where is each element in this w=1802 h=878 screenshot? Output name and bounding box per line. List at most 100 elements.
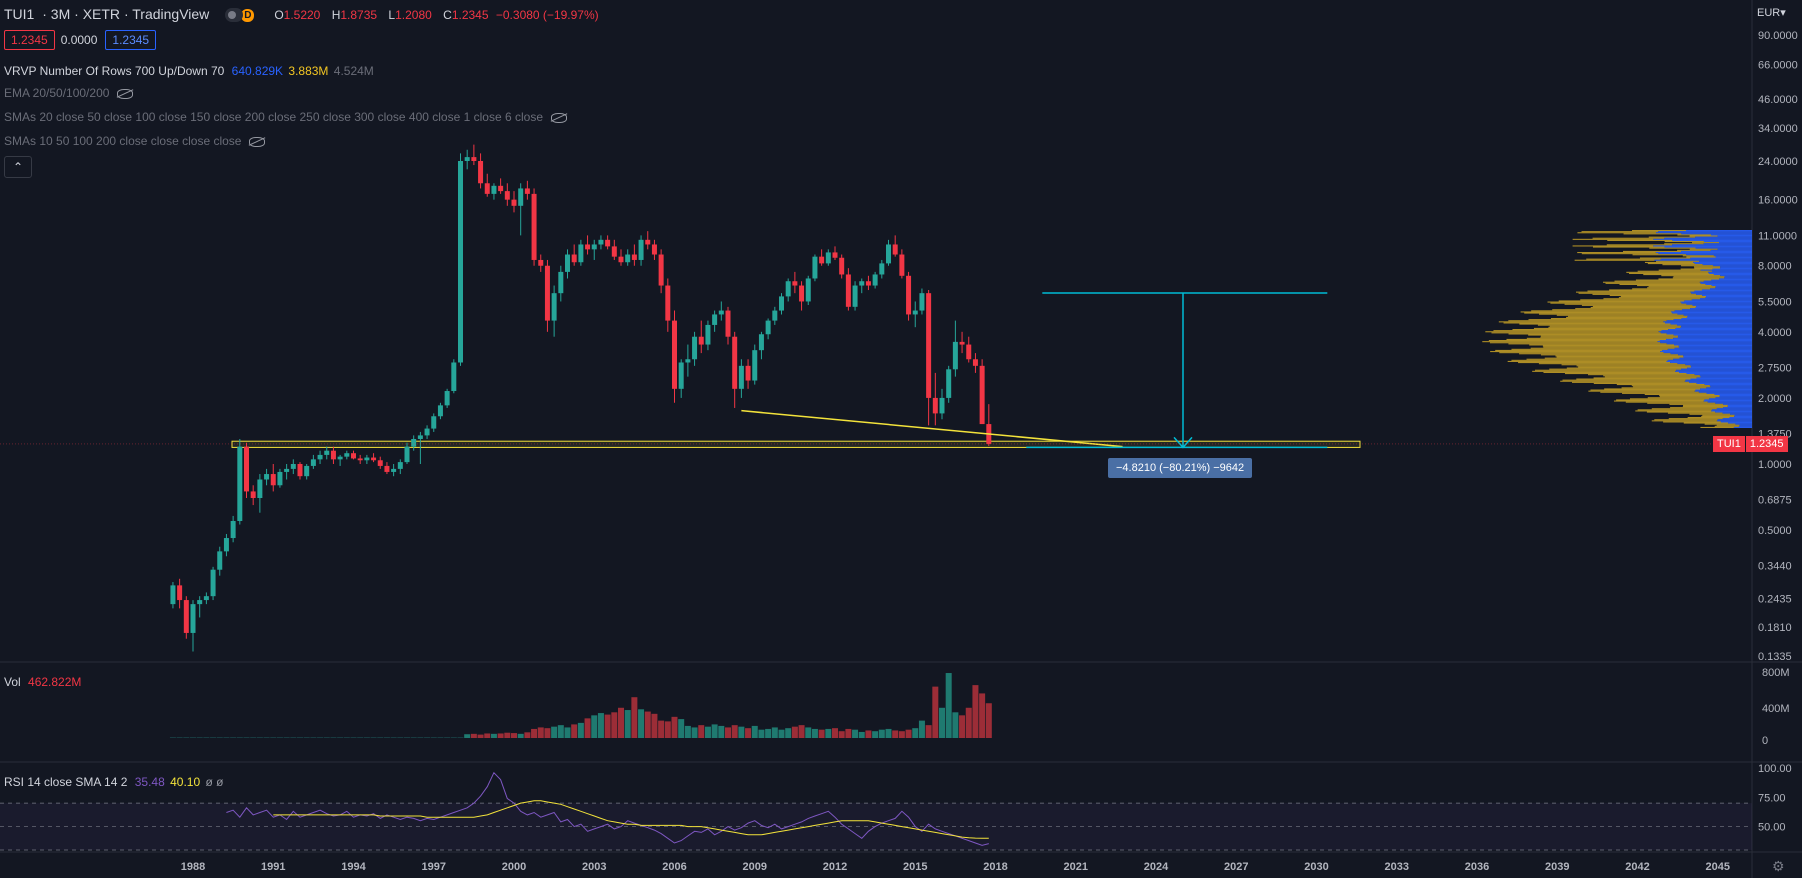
vp-row xyxy=(1663,352,1752,354)
currency-selector[interactable]: EUR▾ xyxy=(1757,7,1786,19)
candle-body xyxy=(946,369,952,398)
price-tick: 66.0000 xyxy=(1758,60,1798,72)
vp-row xyxy=(1689,248,1718,250)
vp-row xyxy=(1673,337,1752,339)
settings-gear-icon[interactable]: ⚙ xyxy=(1772,858,1785,874)
candle-body xyxy=(424,428,430,436)
interval-label[interactable]: 3M xyxy=(50,6,71,22)
vp-row xyxy=(1717,235,1752,237)
vp-row xyxy=(1677,324,1752,326)
vp-row xyxy=(1715,402,1752,404)
ema-legend[interactable]: EMA 20/50/100/200 xyxy=(4,86,134,100)
candle-body xyxy=(585,244,591,250)
volume-bar xyxy=(865,730,872,738)
vp-row xyxy=(1648,236,1696,238)
volume-bar xyxy=(410,737,417,738)
vp-row xyxy=(1714,393,1752,395)
vp-row xyxy=(1738,425,1752,427)
smas-long-legend[interactable]: SMAs 20 close 50 close 100 close 150 clo… xyxy=(4,110,567,124)
candle-body xyxy=(571,254,577,263)
candle-body xyxy=(912,310,918,315)
spread-value: 0.0000 xyxy=(60,33,98,47)
vp-row xyxy=(1662,264,1703,266)
smas-short-legend[interactable]: SMAs 10 50 100 200 close close close clo… xyxy=(4,134,266,148)
vp-row xyxy=(1686,256,1716,258)
vp-row xyxy=(1696,382,1752,384)
volume-bar xyxy=(872,731,879,738)
vp-row xyxy=(1606,244,1673,246)
candle-body xyxy=(906,275,912,315)
vp-row xyxy=(1695,389,1752,391)
vp-row xyxy=(1700,269,1752,271)
time-tick: 2036 xyxy=(1465,861,1489,873)
candle-body xyxy=(257,479,263,499)
vp-row xyxy=(1659,396,1720,398)
vp-row xyxy=(1673,358,1752,360)
candle-body xyxy=(170,585,176,605)
vp-row xyxy=(1653,245,1752,247)
vp-row xyxy=(1716,408,1752,410)
vp-row xyxy=(1727,404,1752,406)
vp-row xyxy=(1526,337,1674,339)
vp-row xyxy=(1674,344,1752,346)
sell-price-box[interactable]: 1.2345 xyxy=(4,30,55,50)
vp-row xyxy=(1561,364,1686,366)
buy-price-box[interactable]: 1.2345 xyxy=(105,30,157,50)
vrvp-legend[interactable]: VRVP Number Of Rows 700 Up/Down 70 640.8… xyxy=(4,64,374,78)
hidden-eye-icon[interactable] xyxy=(117,88,134,99)
market-status-icon[interactable] xyxy=(225,8,244,23)
volume-bar xyxy=(591,715,598,738)
vp-row xyxy=(1703,241,1752,243)
vp-row xyxy=(1581,231,1659,233)
vp-row xyxy=(1713,274,1752,276)
candle-body xyxy=(190,604,196,633)
volume-legend[interactable]: Vol 462.822M xyxy=(4,675,82,689)
delayed-badge[interactable]: D xyxy=(241,8,255,22)
vp-row xyxy=(1503,322,1666,324)
rsi-tick: 100.00 xyxy=(1758,763,1792,775)
change-value: −0.3080 (−19.97%) xyxy=(495,8,599,22)
vp-row xyxy=(1717,419,1752,421)
volume-bar xyxy=(531,728,538,738)
vp-row xyxy=(1680,326,1752,328)
hidden-eye-icon[interactable] xyxy=(551,112,567,123)
rsi-sma-line xyxy=(273,800,989,839)
vp-row xyxy=(1592,293,1697,295)
candle-body xyxy=(712,314,718,325)
vp-row xyxy=(1485,331,1659,333)
time-tick: 2021 xyxy=(1064,861,1088,873)
time-tick: 2006 xyxy=(662,861,686,873)
symbol-name[interactable]: TUI1 xyxy=(4,6,35,22)
volume-bar xyxy=(671,716,678,738)
vp-row xyxy=(1669,403,1724,405)
collapse-legend-button[interactable]: ⌃ xyxy=(4,156,32,178)
vp-row xyxy=(1689,413,1731,415)
volume-bar xyxy=(169,737,176,738)
hidden-eye-icon[interactable] xyxy=(249,136,266,147)
vp-row xyxy=(1566,367,1688,369)
rsi-legend[interactable]: RSI 14 close SMA 14 2 35.48 40.10 ø ø xyxy=(4,775,224,789)
vp-row xyxy=(1667,359,1752,361)
vp-row xyxy=(1637,285,1712,287)
vp-row xyxy=(1695,236,1752,238)
vp-row xyxy=(1666,338,1752,340)
vp-row xyxy=(1687,417,1730,419)
candle-body xyxy=(417,435,423,439)
candle-body xyxy=(772,310,778,321)
vp-row xyxy=(1678,346,1752,348)
vp-row xyxy=(1681,368,1752,370)
candle-body xyxy=(317,454,323,460)
vp-row xyxy=(1667,348,1752,350)
candle-body xyxy=(210,569,216,597)
vp-row xyxy=(1590,307,1696,309)
vp-row xyxy=(1693,261,1752,263)
vp-row xyxy=(1739,424,1752,426)
vp-row xyxy=(1670,353,1752,355)
candle-body xyxy=(852,285,858,307)
volume-bar xyxy=(283,737,290,738)
volume-bar xyxy=(457,737,464,738)
candle-body xyxy=(451,362,457,392)
vp-row xyxy=(1578,292,1692,294)
vp-row xyxy=(1711,279,1752,281)
